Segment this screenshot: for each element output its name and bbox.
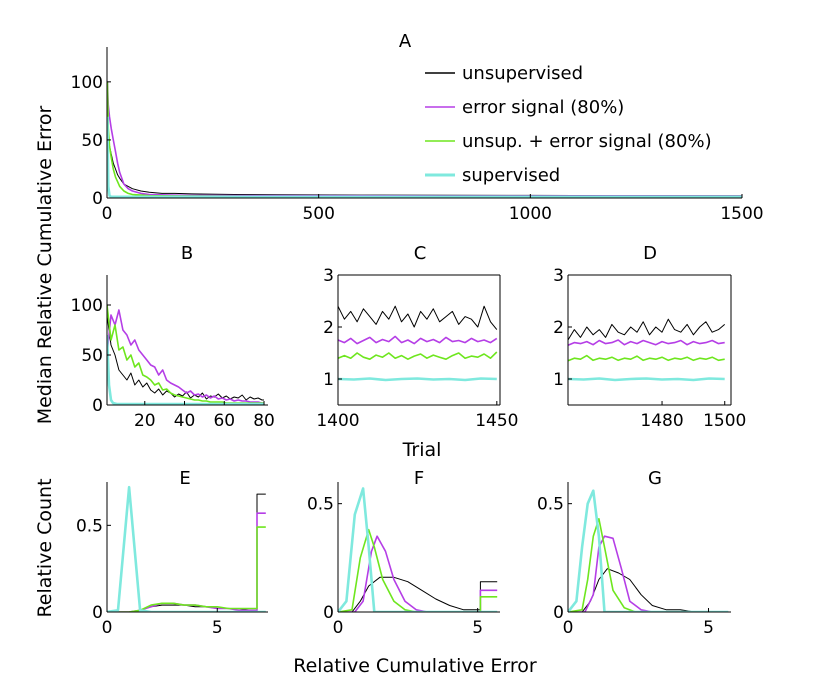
panel-title-b: B [181, 243, 193, 264]
series-g-both [568, 517, 729, 612]
y-tick-label-d-1: 2 [553, 318, 564, 338]
x-tick-label-e-1: 5 [212, 618, 223, 638]
y-tick-label-e-1: 0.5 [76, 516, 103, 536]
panel-g: 0 5 0 0.5 G [537, 468, 731, 638]
plot-area-e [107, 485, 266, 612]
series-g-unsup [568, 568, 729, 612]
x-tick-label-c-1: 1450 [475, 411, 518, 431]
x-tick-label-b-3: 80 [253, 411, 275, 431]
y-tick-label-b-0: 0 [92, 396, 103, 416]
series-a-sup [107, 116, 742, 198]
x-tick-label-a-0: 0 [102, 204, 113, 224]
legend-label-error-signal: error signal (80%) [462, 97, 624, 118]
plot-area-d [568, 318, 726, 382]
series-c-unsup [338, 305, 498, 330]
series-c-both [338, 351, 498, 361]
x-tick-label-d-1: 1500 [703, 411, 746, 431]
plot-area-c [338, 305, 498, 382]
x-tick-label-a-1: 500 [302, 204, 334, 224]
x-tick-label-g-0: 0 [563, 618, 574, 638]
legend-item-supervised: supervised [425, 165, 560, 186]
x-tick-label-b-1: 40 [174, 411, 196, 431]
series-d-unsup [568, 318, 726, 341]
panel-title-d: D [643, 243, 657, 264]
x-tick-label-c-0: 1400 [316, 411, 359, 431]
panel-title-f: F [414, 468, 424, 489]
panel-d: 1480 1500 1 2 3 D [553, 243, 746, 431]
x-tick-label-f-1: 5 [472, 618, 483, 638]
x-tick-label-e-0: 0 [102, 618, 113, 638]
legend-item-error-signal: error signal (80%) [425, 97, 624, 118]
series-c-sup [338, 377, 497, 382]
series-f-sup [338, 487, 498, 612]
y-tick-label-f-1: 0.5 [307, 495, 334, 515]
series-d-sup [568, 377, 725, 382]
legend-label-unsupervised: unsupervised [462, 63, 583, 84]
series-e-err [107, 512, 266, 612]
y-tick-label-d-0: 1 [553, 370, 564, 390]
y-tick-label-c-2: 3 [323, 266, 334, 286]
panel-b: 20 40 60 80 0 50 100 B [71, 243, 275, 431]
y-tick-label-c-0: 1 [323, 370, 334, 390]
y-tick-label-e-0: 0 [92, 603, 103, 623]
x-axis-label-relative-cumulative-error: Relative Cumulative Error [293, 655, 537, 677]
y-tick-label-b-2: 100 [71, 296, 103, 316]
legend-item-unsupervised: unsupervised [425, 63, 583, 84]
y-tick-label-a-1: 50 [81, 131, 103, 151]
x-tick-label-b-0: 20 [134, 411, 156, 431]
series-d-both [568, 354, 725, 362]
series-b-unsup [107, 314, 264, 401]
series-f-err [338, 535, 498, 612]
series-g-sup [568, 489, 729, 612]
x-tick-label-b-2: 60 [213, 411, 235, 431]
x-tick-label-a-3: 1500 [720, 204, 763, 224]
y-tick-label-c-1: 2 [323, 318, 334, 338]
panel-e: 0 5 0 0.5 E [76, 468, 268, 638]
y-tick-label-f-0: 0 [323, 603, 334, 623]
y-axis-label-median: Median Relative Cumulative Error [34, 106, 56, 425]
y-tick-label-g-1: 0.5 [537, 495, 564, 515]
x-tick-label-a-2: 1000 [509, 204, 552, 224]
panel-title-e: E [179, 468, 190, 489]
panel-f: 0 5 0 0.5 F [307, 468, 500, 638]
y-tick-label-a-2: 100 [71, 73, 103, 93]
panel-title-c: C [414, 243, 427, 264]
panel-a: 0 500 1000 1500 0 50 100 A [71, 31, 764, 224]
series-b-both [107, 304, 264, 404]
panel-c: 1400 1450 1 2 3 C [316, 243, 518, 431]
series-e-both [107, 526, 266, 612]
x-tick-label-f-0: 0 [333, 618, 344, 638]
series-b-err [107, 309, 264, 404]
y-tick-label-d-2: 3 [553, 266, 564, 286]
legend: unsupervised error signal (80%) unsup. +… [425, 63, 712, 186]
y-axis-label-relative-count: Relative Count [34, 478, 56, 617]
y-tick-label-a-0: 0 [92, 189, 103, 209]
series-f-unsup [338, 576, 498, 612]
plot-area-b [107, 304, 264, 405]
series-f-both [338, 528, 498, 612]
legend-item-unsup-error-signal: unsup. + error signal (80%) [425, 131, 712, 152]
x-axis-label-trial: Trial [402, 439, 442, 461]
series-c-err [338, 335, 498, 345]
series-e-sup [107, 485, 266, 612]
y-tick-label-b-1: 50 [81, 346, 103, 366]
panel-title-g: G [648, 468, 662, 489]
y-tick-label-g-0: 0 [553, 603, 564, 623]
series-b-sup [107, 334, 264, 405]
panel-title-a: A [399, 31, 412, 52]
legend-label-unsup-error-signal: unsup. + error signal (80%) [462, 131, 712, 152]
series-g-err [568, 535, 729, 612]
plot-area-f [338, 487, 498, 612]
x-tick-label-d-0: 1480 [640, 411, 683, 431]
plot-area-g [568, 489, 729, 612]
legend-label-supervised: supervised [462, 165, 560, 186]
series-d-err [568, 339, 725, 346]
x-tick-label-g-1: 5 [703, 618, 714, 638]
plot-area-a [107, 81, 742, 198]
